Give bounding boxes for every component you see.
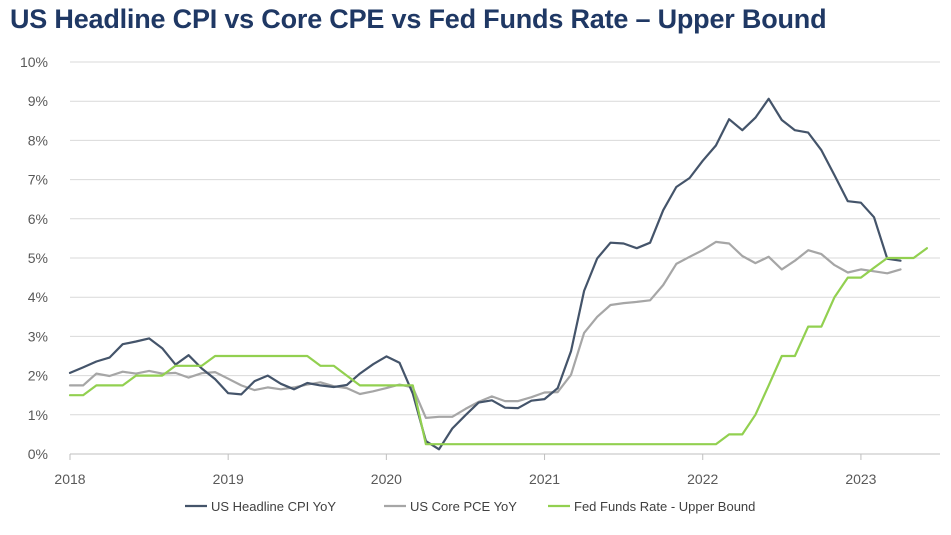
y-tick-label: 9%	[28, 93, 48, 109]
series-lines	[68, 97, 929, 451]
x-tick-label: 2020	[371, 471, 402, 487]
y-tick-label: 0%	[28, 446, 48, 462]
gridlines	[70, 61, 940, 416]
x-axis: 2018 2019 2020 2021 2022 2023	[54, 453, 940, 487]
series-line-1	[68, 97, 902, 451]
y-tick-label: 5%	[28, 250, 48, 266]
y-tick-label: 10%	[20, 54, 48, 70]
y-tick-label: 6%	[28, 211, 48, 227]
legend-label: US Headline CPI YoY	[211, 499, 336, 514]
legend-label: Fed Funds Rate - Upper Bound	[574, 499, 755, 514]
legend: US Headline CPI YoY US Core PCE YoY Fed Fu…	[185, 499, 755, 514]
y-tick-label: 7%	[28, 172, 48, 188]
x-tick-label: 2022	[687, 471, 718, 487]
chart-title: US Headline CPI vs Core CPE vs Fed Funds…	[10, 4, 827, 34]
y-tick-label: 1%	[28, 407, 48, 423]
series-line-3	[68, 247, 929, 446]
y-tick-label: 4%	[28, 289, 48, 305]
x-tick-label: 2018	[54, 471, 85, 487]
legend-label: US Core PCE YoY	[410, 499, 517, 514]
legend-item: US Core PCE YoY	[384, 499, 517, 514]
y-tick-label: 2%	[28, 368, 48, 384]
y-axis-ticks: 0% 1% 2% 3% 4% 5% 6% 7% 8% 9% 10%	[20, 54, 48, 462]
legend-item: US Headline CPI YoY	[185, 499, 336, 514]
x-tick-label: 2021	[529, 471, 560, 487]
legend-item: Fed Funds Rate - Upper Bound	[548, 499, 755, 514]
series-line-2	[68, 240, 902, 419]
y-tick-label: 3%	[28, 328, 48, 344]
x-tick-label: 2019	[213, 471, 244, 487]
x-tick-label: 2023	[845, 471, 876, 487]
y-tick-label: 8%	[28, 132, 48, 148]
